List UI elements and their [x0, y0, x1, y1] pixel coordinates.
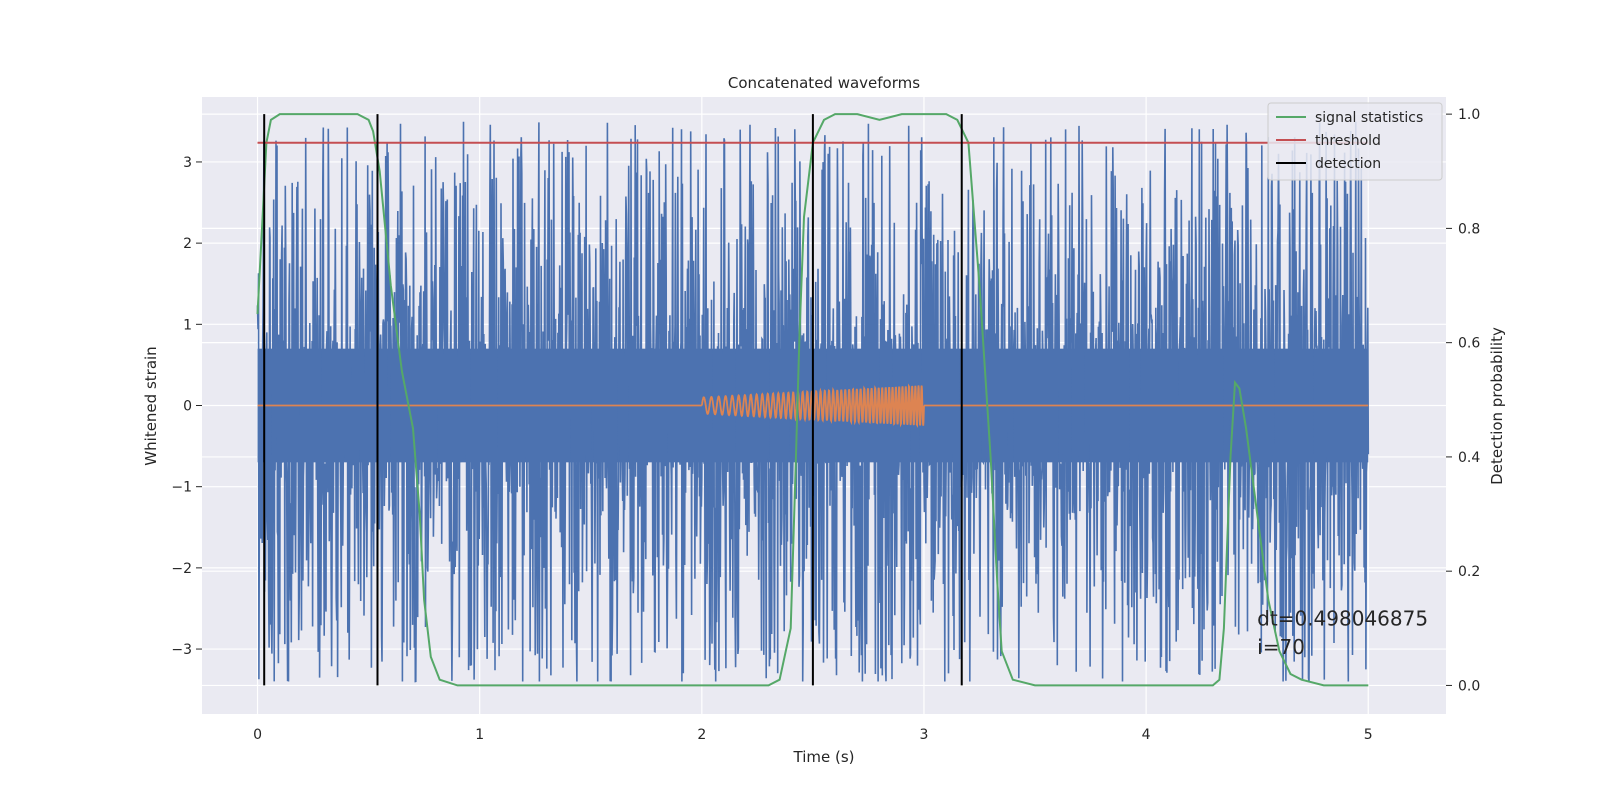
y-tick-label-right: 1.0 — [1458, 107, 1480, 123]
y-tick-label-left: 3 — [183, 155, 192, 171]
plot-area-clip — [256, 113, 1370, 687]
x-tick-label: 5 — [1364, 727, 1373, 743]
y-tick-label-right: 0.6 — [1458, 336, 1480, 352]
x-tick-label: 2 — [697, 727, 706, 743]
legend-label: signal statistics — [1315, 110, 1423, 126]
annotation-text: dt=0.498046875 — [1257, 606, 1428, 630]
chart-title: Concatenated waveforms — [728, 74, 920, 92]
x-tick-label: 1 — [475, 727, 484, 743]
y-tick-label-left: 2 — [183, 236, 192, 252]
annotations: dt=0.498046875 i=70 — [1257, 606, 1428, 659]
x-tick-label: 3 — [920, 727, 929, 743]
legend-box — [1267, 102, 1443, 181]
series-signal-statistics-line — [256, 113, 1369, 687]
legend-label: threshold — [1315, 133, 1381, 149]
y-tick-label-right: 0.4 — [1458, 450, 1480, 466]
x-tick-label: 0 — [253, 727, 262, 743]
x-axis-label: Time (s) — [793, 748, 855, 766]
axis-layer: 0 1 2 3 4 5 −3 −2 −1 0 1 2 3 0.0 0.2 0.4 0.6 0.8 1.0 — [171, 107, 1480, 743]
y-axis-label-right: Detection probability — [1488, 327, 1506, 485]
x-tick-label: 4 — [1142, 727, 1151, 743]
y-tick-label-right: 0.2 — [1458, 564, 1480, 580]
annotation-text: i=70 — [1257, 635, 1305, 659]
data-layer — [256, 113, 1370, 687]
y-tick-label-left: 1 — [183, 317, 192, 333]
y-tick-label-left: −3 — [171, 642, 192, 658]
y-tick-label-left: 0 — [183, 399, 192, 415]
legend-label: detection — [1315, 156, 1381, 172]
y-tick-label-right: 0.8 — [1458, 221, 1480, 237]
legend: signal statistics threshold detection — [1267, 102, 1443, 181]
y-axis-label-left: Whitened strain — [142, 346, 160, 465]
y-tick-label-right: 0.0 — [1458, 678, 1480, 694]
y-tick-label-left: −1 — [171, 480, 192, 496]
y-tick-label-left: −2 — [171, 561, 192, 577]
